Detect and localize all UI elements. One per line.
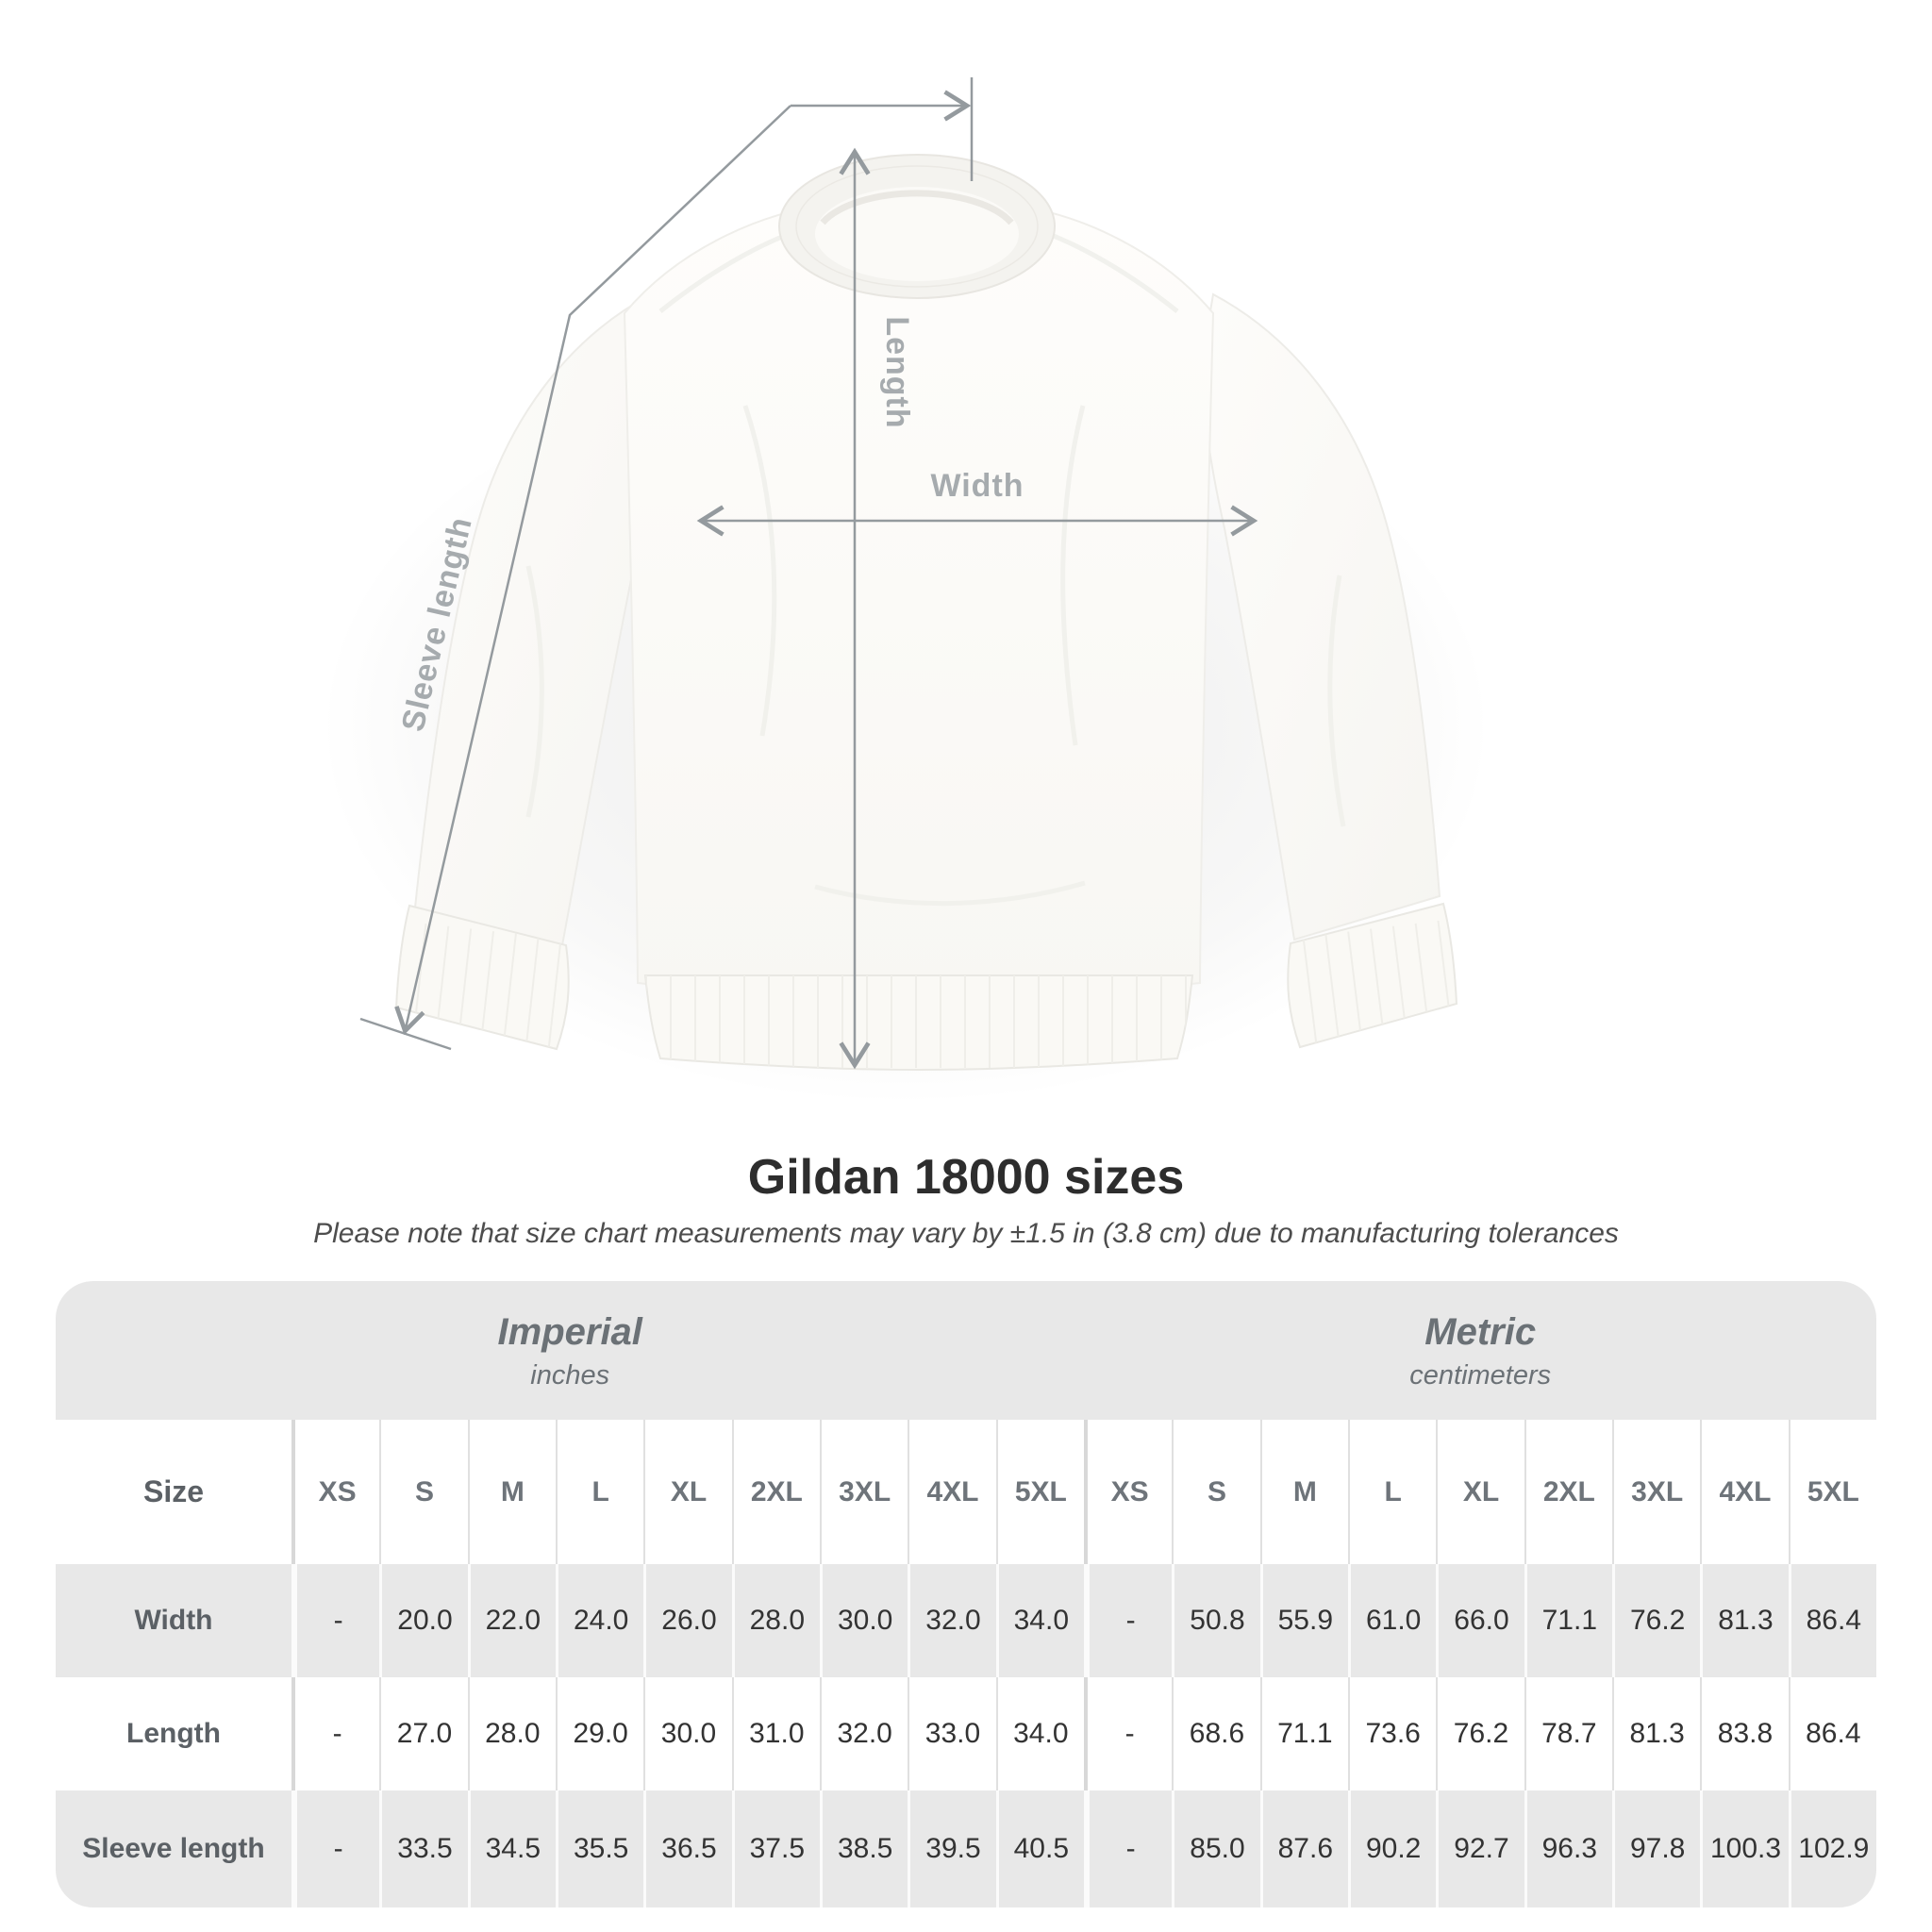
width-cell: 32.0 <box>908 1564 996 1677</box>
page-title: Gildan 18000 sizes <box>747 1150 1185 1205</box>
length-cell: 31.0 <box>731 1677 820 1790</box>
tolerance-note: Please note that size chart measurements… <box>313 1218 1619 1249</box>
length-cell: 33.0 <box>908 1677 996 1790</box>
length-cell: 27.0 <box>379 1677 468 1790</box>
width-cell: 34.0 <box>995 1564 1084 1677</box>
width-cell: 66.0 <box>1436 1564 1524 1677</box>
size-header-imp-s: S <box>379 1420 468 1564</box>
width-cell: 22.0 <box>467 1564 556 1677</box>
length-cell: 68.6 <box>1172 1677 1260 1790</box>
width-cell: 55.9 <box>1259 1564 1348 1677</box>
length-cell: - <box>291 1677 380 1790</box>
sleeve-length-cell: 35.5 <box>556 1790 644 1907</box>
width-cell: 86.4 <box>1788 1564 1876 1677</box>
size-header-met-5xl: 5XL <box>1788 1420 1876 1564</box>
size-header-imp-xl: XL <box>643 1420 732 1564</box>
length-dimension-label: Length <box>879 316 915 428</box>
imperial-label: Imperial <box>497 1310 642 1353</box>
size-header-met-4xl: 4XL <box>1700 1420 1789 1564</box>
sweatshirt-collar <box>778 154 1056 299</box>
size-header-met-3xl: 3XL <box>1612 1420 1701 1564</box>
length-cell: 28.0 <box>467 1677 556 1790</box>
size-header-imp-l: L <box>556 1420 644 1564</box>
sleeve-length-cell: 87.6 <box>1259 1790 1348 1907</box>
length-cell: 29.0 <box>556 1677 644 1790</box>
sleeve-length-cell: 37.5 <box>731 1790 820 1907</box>
width-cell: 81.3 <box>1700 1564 1789 1677</box>
size-header-met-xl: XL <box>1436 1420 1524 1564</box>
sleeve-length-cell: 38.5 <box>820 1790 908 1907</box>
size-header-imp-m: M <box>467 1420 556 1564</box>
sleeve-length-row-label: Sleeve length <box>56 1790 291 1907</box>
sweatshirt-waistband <box>643 974 1194 1071</box>
length-row-label: Length <box>56 1677 291 1790</box>
sleeve-length-cell: 96.3 <box>1524 1790 1612 1907</box>
imperial-unit-label: inches <box>530 1359 610 1391</box>
sleeve-length-cell: - <box>291 1790 380 1907</box>
sleeve-length-cell: 34.5 <box>467 1790 556 1907</box>
size-header-met-xs: XS <box>1084 1420 1173 1564</box>
size-header-met-s: S <box>1172 1420 1260 1564</box>
size-header-imp-3xl: 3XL <box>820 1420 908 1564</box>
sleeve-length-cell: 100.3 <box>1700 1790 1789 1907</box>
width-cell: 30.0 <box>820 1564 908 1677</box>
sleeve-length-cell: 102.9 <box>1788 1790 1876 1907</box>
sleeve-end-tick <box>359 1017 452 1051</box>
length-cell: 30.0 <box>643 1677 732 1790</box>
sleeve-measure-line <box>394 105 791 1036</box>
size-header-imp-2xl: 2XL <box>731 1420 820 1564</box>
size-header-met-l: L <box>1348 1420 1437 1564</box>
length-cell: 76.2 <box>1436 1677 1524 1790</box>
size-header-imp-4xl: 4XL <box>908 1420 996 1564</box>
width-cell: 71.1 <box>1524 1564 1612 1677</box>
width-cell: 24.0 <box>556 1564 644 1677</box>
size-header-met-m: M <box>1259 1420 1348 1564</box>
length-cell: 83.8 <box>1700 1677 1789 1790</box>
sleeve-length-cell: - <box>1084 1790 1173 1907</box>
unit-header-band: Imperial inches Metric centimeters <box>56 1281 1876 1420</box>
width-cell: 50.8 <box>1172 1564 1260 1677</box>
size-header-imp-5xl: 5XL <box>995 1420 1084 1564</box>
sleeve-length-cell: 85.0 <box>1172 1790 1260 1907</box>
width-cell: 76.2 <box>1612 1564 1701 1677</box>
size-header-met-2xl: 2XL <box>1524 1420 1612 1564</box>
width-cell: 26.0 <box>643 1564 732 1677</box>
length-cell: - <box>1084 1677 1173 1790</box>
width-dimension-label: Width <box>930 468 1024 504</box>
length-cell: 86.4 <box>1788 1677 1876 1790</box>
size-chart-table: Imperial inches Metric centimeters Size … <box>56 1281 1876 1907</box>
sleeve-length-cell: 92.7 <box>1436 1790 1524 1907</box>
sleeve-length-cell: 36.5 <box>643 1790 732 1907</box>
width-row-label: Width <box>56 1564 291 1677</box>
length-cell: 78.7 <box>1524 1677 1612 1790</box>
measurement-lines <box>359 77 1258 1070</box>
width-cell: 61.0 <box>1348 1564 1437 1677</box>
sweatshirt-body <box>623 205 1215 998</box>
sleeve-length-cell: 39.5 <box>908 1790 996 1907</box>
width-cell: 28.0 <box>731 1564 820 1677</box>
sleeve-length-cell: 90.2 <box>1348 1790 1437 1907</box>
metric-label: Metric <box>1424 1310 1537 1353</box>
sweatshirt-diagram: Length Width Sleeve length <box>321 77 1491 1104</box>
length-cell: 81.3 <box>1612 1677 1701 1790</box>
width-cell: - <box>291 1564 380 1677</box>
imperial-header: Imperial inches <box>56 1311 1084 1391</box>
sleeve-length-cell: 33.5 <box>379 1790 468 1907</box>
length-cell: 34.0 <box>995 1677 1084 1790</box>
size-column-header: Size <box>56 1420 291 1564</box>
width-cell: - <box>1084 1564 1173 1677</box>
length-cell: 73.6 <box>1348 1677 1437 1790</box>
metric-unit-label: centimeters <box>1409 1359 1552 1391</box>
length-cell: 32.0 <box>820 1677 908 1790</box>
width-cell: 20.0 <box>379 1564 468 1677</box>
length-cell: 71.1 <box>1259 1677 1348 1790</box>
size-header-imp-xs: XS <box>291 1420 380 1564</box>
sleeve-length-cell: 40.5 <box>995 1790 1084 1907</box>
sleeve-length-cell: 97.8 <box>1612 1790 1701 1907</box>
metric-header: Metric centimeters <box>1084 1311 1876 1391</box>
